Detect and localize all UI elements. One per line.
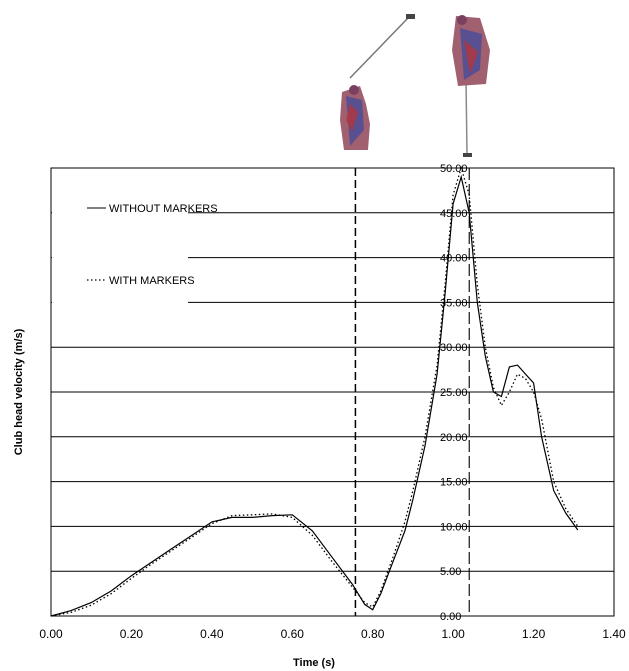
y-tick-label-3: 15.00 — [440, 477, 468, 489]
plot-area — [50, 167, 615, 617]
y-tick-label-0: 0.00 — [440, 611, 461, 623]
golfer-backswing-illustration — [340, 14, 415, 150]
y-tick-label-2: 10.00 — [440, 521, 468, 533]
x-tick-labels: 0.00 0.20 0.40 0.60 0.80 1.00 1.20 1.40 — [39, 627, 626, 641]
y-tick-label-9: 45.00 — [440, 208, 468, 220]
golfer-followthrough-illustration — [452, 15, 490, 157]
vertical-event-markers — [354, 168, 470, 616]
y-axis-title: Club head velocity (m/s) — [13, 328, 25, 455]
x-tick-label-2: 0.40 — [200, 627, 224, 641]
plot-frame — [50, 167, 615, 617]
series-line-with-markers — [50, 165, 579, 617]
x-tick-label-6: 1.20 — [522, 627, 546, 641]
legend: WITHOUT MARKERS WITH MARKERS — [52, 198, 218, 310]
x-tick-label-3: 0.60 — [281, 627, 305, 641]
y-tick-label-5: 25.00 — [440, 387, 468, 399]
y-tick-label-4: 20.00 — [440, 432, 468, 444]
x-tick-label-1: 0.20 — [120, 627, 144, 641]
y-tick-labels: 0.00 5.00 10.00 15.00 20.00 25.00 30.00 35.00 40… — [440, 163, 468, 623]
x-tick-label-7: 1.40 — [602, 627, 626, 641]
y-tick-label-7: 35.00 — [440, 297, 468, 309]
y-tick-label-8: 40.00 — [440, 253, 468, 265]
y-tick-label-6: 30.00 — [440, 342, 468, 354]
x-tick-label-0: 0.00 — [39, 627, 63, 641]
legend-label-with-markers: WITH MARKERS — [109, 275, 195, 287]
y-tick-label-1: 5.00 — [440, 566, 461, 578]
x-axis-title: Time (s) — [293, 657, 335, 669]
legend-label-without-markers: WITHOUT MARKERS — [109, 203, 218, 215]
x-tick-label-4: 0.80 — [361, 627, 385, 641]
x-tick-label-5: 1.00 — [441, 627, 465, 641]
y-tick-label-10: 50.00 — [440, 163, 468, 175]
series-line-without-markers — [50, 174, 579, 617]
